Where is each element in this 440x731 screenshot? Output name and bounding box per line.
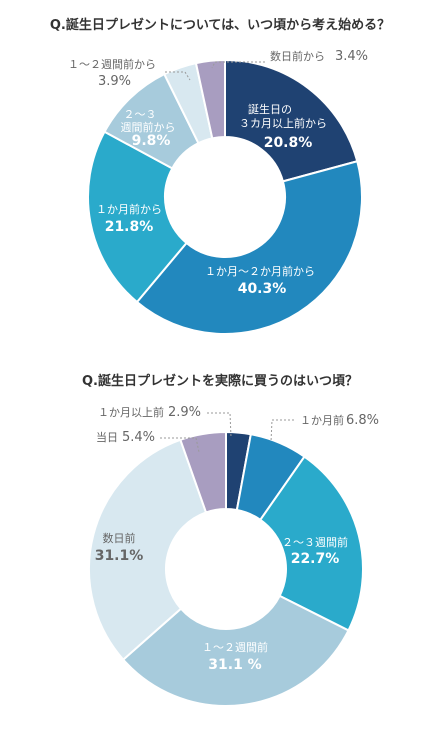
slice-category-label: 数日前 — [103, 531, 136, 545]
slice-value-label: 40.3% — [238, 281, 287, 297]
slice-category-label: 誕生日の — [248, 102, 292, 116]
slice-category-label: 当日 — [96, 430, 118, 444]
slice-value-label: 3.9% — [98, 74, 131, 89]
slice-value-label: 9.8% — [132, 133, 171, 149]
chart-title: Q.誕生日プレゼントについては、いつ頃から考え始める？ — [49, 18, 391, 33]
pie-slice — [88, 438, 208, 662]
slice-category-label: ２～３ — [124, 108, 157, 121]
chart-purchase-timing: Q.誕生日プレゼントを実際に買うのはいつ頃？ １か月以上前 2.9% １か月前 6.8… — [0, 362, 440, 731]
leader-line — [160, 437, 200, 453]
pie-slice — [135, 160, 363, 335]
slice-category-label: 数日前から — [270, 49, 325, 63]
pie-slice — [258, 455, 364, 632]
pie-slice — [87, 130, 188, 304]
donut-chart-svg: １か月以上前 2.9% １か月前 6.8% ２～３週間前 22.7% １～２週間前 31.1 … — [88, 405, 379, 707]
slice-category-label: １～２週間前 — [202, 640, 268, 654]
chart-start-planning: Q.誕生日プレゼントについては、いつ頃から考え始める？ 誕生日の ３カ月以上前から… — [0, 0, 440, 360]
pie-slice — [194, 58, 226, 140]
slice-category-label: １か月以上前 — [98, 405, 164, 419]
slice-value-label: 5.4% — [122, 430, 155, 445]
slice-category-label: 週間前から — [121, 120, 176, 134]
slice-value-label: 2.9% — [168, 405, 201, 420]
slice-value-label: 31.1% — [95, 548, 144, 564]
slices — [88, 430, 364, 707]
slice-category-label: ２～３週間前 — [282, 535, 348, 549]
chart-title: Q.誕生日プレゼントを実際に買うのはいつ頃？ — [82, 374, 358, 389]
slice-value-label: 31.1 % — [208, 657, 261, 673]
slice-category-label: １～２週間前から — [68, 57, 156, 71]
slice-labels: １か月以上前 2.9% １か月前 6.8% ２～３週間前 22.7% １～２週間前 31.1 … — [95, 405, 379, 673]
leader-line — [270, 419, 294, 443]
pie-slice — [224, 58, 359, 183]
slice-value-label: 3.4% — [335, 49, 368, 64]
slice-category-label: ３カ月以上前から — [239, 116, 327, 130]
slice-category-label: １か月前 — [300, 413, 344, 427]
leader-line — [165, 71, 191, 81]
slice-value-label: 6.8% — [346, 413, 379, 428]
pie-slice — [179, 430, 227, 514]
slice-value-label: 20.8% — [264, 135, 313, 151]
slice-value-label: 21.8% — [105, 219, 154, 235]
leader-line — [211, 61, 265, 69]
slice-value-label: 22.7% — [291, 551, 340, 567]
slices — [87, 58, 363, 335]
pie-slice — [121, 594, 350, 707]
slice-category-label: １か月前から — [96, 202, 162, 216]
slice-category-label: １か月～２か月前から — [205, 264, 315, 278]
